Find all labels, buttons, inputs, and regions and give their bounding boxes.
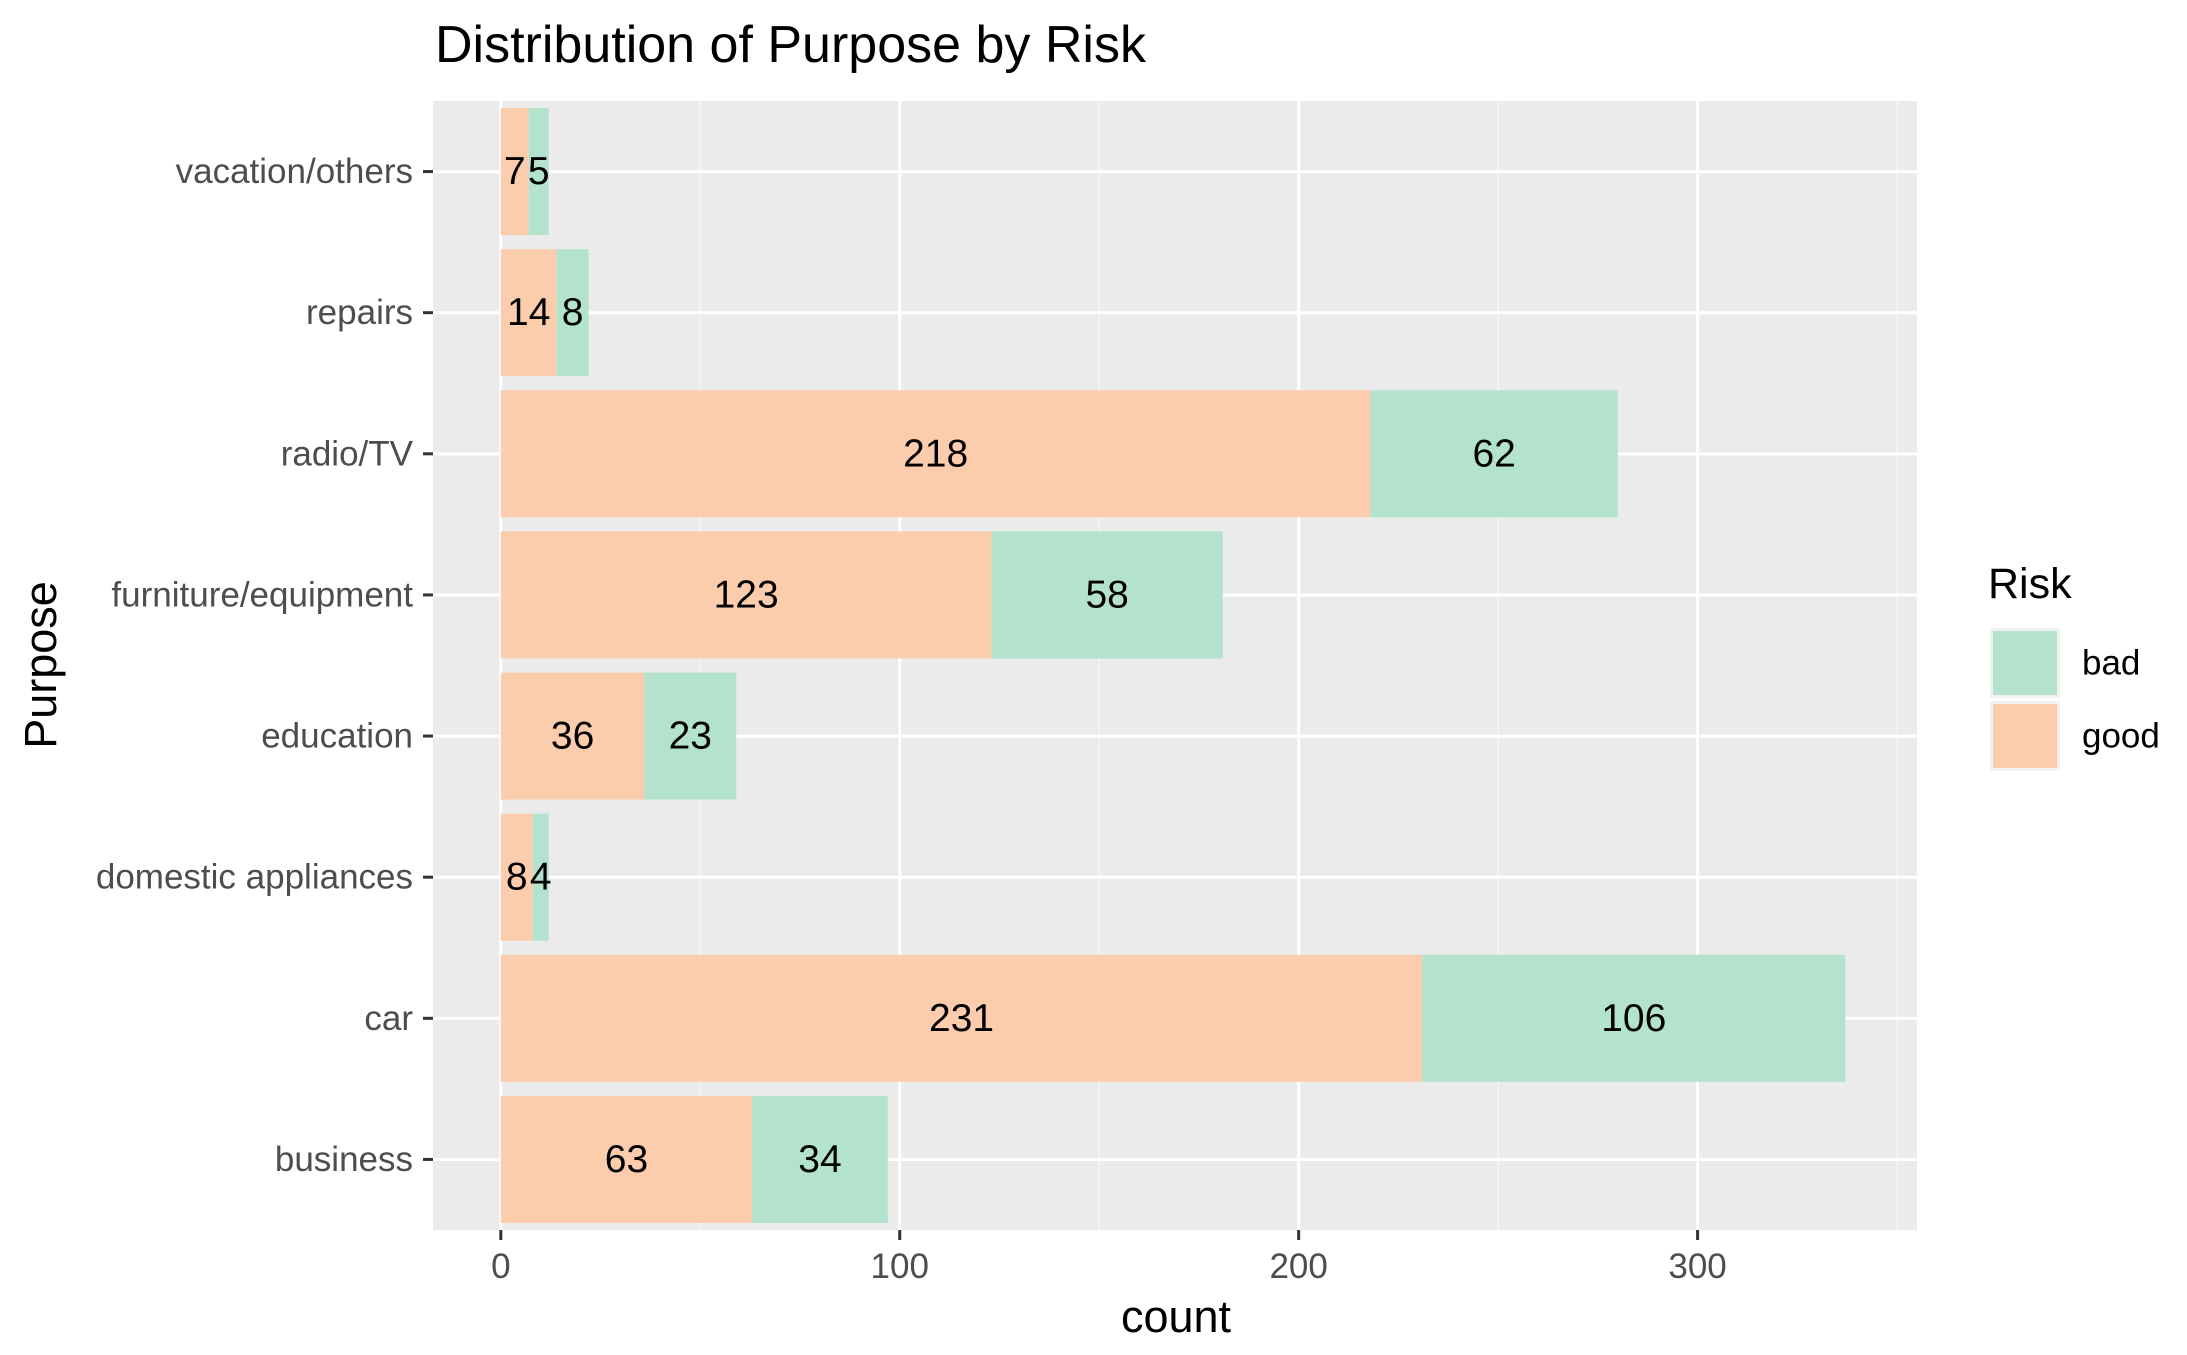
bar-good bbox=[500, 1095, 753, 1223]
bar-good bbox=[500, 954, 1423, 1082]
bar-bad bbox=[991, 531, 1223, 659]
bar-bad bbox=[1422, 954, 1846, 1082]
data-label-good: 63 bbox=[605, 1138, 648, 1181]
legend-items: bad good bbox=[1990, 628, 2160, 771]
y-tick-label: education bbox=[261, 717, 413, 756]
y-axis-title: Purpose bbox=[15, 581, 66, 749]
bar-bad bbox=[1370, 390, 1618, 518]
legend-swatch-good bbox=[1993, 704, 2057, 768]
y-tick-label: radio/TV bbox=[281, 434, 414, 473]
data-label-bad: 58 bbox=[1085, 573, 1128, 616]
bar-good bbox=[500, 813, 533, 941]
data-label-bad: 106 bbox=[1601, 997, 1666, 1040]
bar-layer bbox=[500, 108, 1846, 1223]
bar-bad bbox=[532, 813, 549, 941]
chart-title: Distribution of Purpose by Risk bbox=[435, 16, 1147, 74]
legend-label-good: good bbox=[2082, 717, 2160, 756]
data-label-bad: 34 bbox=[798, 1138, 841, 1181]
data-label-good: 123 bbox=[714, 573, 779, 616]
x-tick-label: 100 bbox=[871, 1247, 929, 1286]
legend-title: Risk bbox=[1988, 560, 2072, 608]
data-label-bad: 5 bbox=[528, 150, 550, 193]
bar-bad bbox=[528, 108, 549, 236]
data-label-good: 14 bbox=[507, 291, 550, 334]
bar-good bbox=[500, 249, 557, 377]
data-label-bad: 62 bbox=[1472, 432, 1515, 475]
y-tick-label: furniture/equipment bbox=[111, 575, 413, 614]
bar-bad bbox=[752, 1095, 888, 1223]
bar-good bbox=[500, 531, 992, 659]
data-label-good: 8 bbox=[506, 856, 528, 899]
bar-good bbox=[500, 390, 1371, 518]
y-tick-label: car bbox=[364, 999, 413, 1038]
y-tick-label: business bbox=[275, 1140, 413, 1179]
data-label-good: 231 bbox=[929, 997, 994, 1040]
data-label-good: 36 bbox=[551, 715, 594, 758]
legend-swatch-bad bbox=[1993, 631, 2057, 695]
bar-good bbox=[500, 108, 529, 236]
data-label-bad: 23 bbox=[669, 715, 712, 758]
y-axis: business car domestic appliances education f… bbox=[96, 152, 433, 1179]
x-tick-label: 0 bbox=[491, 1247, 510, 1286]
y-tick-label: repairs bbox=[306, 293, 413, 332]
data-label-bad: 4 bbox=[530, 856, 552, 899]
x-tick-label: 300 bbox=[1668, 1247, 1726, 1286]
data-label-bad: 8 bbox=[562, 291, 584, 334]
x-axis-title: count bbox=[1121, 1291, 1232, 1342]
y-tick-label: domestic appliances bbox=[96, 858, 413, 897]
legend: Risk bad good bbox=[1988, 560, 2160, 771]
y-tick-label: vacation/others bbox=[176, 152, 413, 191]
x-tick-label: 200 bbox=[1269, 1247, 1327, 1286]
bar-good bbox=[500, 672, 645, 800]
bar-bad bbox=[644, 672, 737, 800]
bar-bad bbox=[556, 249, 589, 377]
legend-label-bad: bad bbox=[2082, 644, 2140, 683]
data-label-good: 7 bbox=[504, 150, 526, 193]
x-axis: 0 100 200 300 bbox=[491, 1230, 1727, 1286]
data-label-good: 218 bbox=[903, 432, 968, 475]
